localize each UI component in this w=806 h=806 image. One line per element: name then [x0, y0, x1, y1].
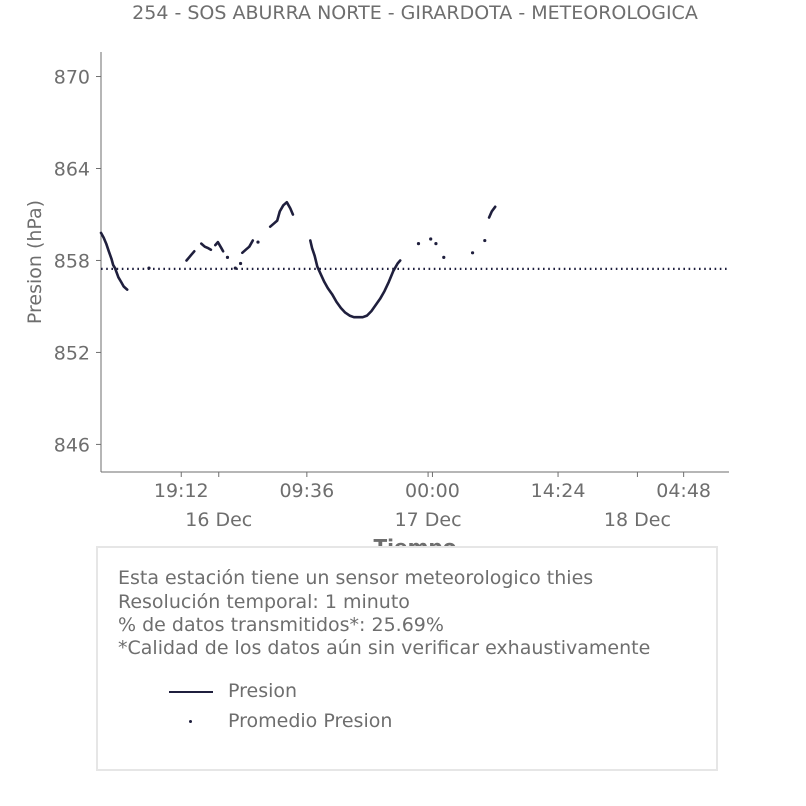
y-tick-label: 858 [54, 250, 90, 272]
legend-dot-swatch [189, 720, 192, 723]
info-box: Esta estación tiene un sensor meteorolog… [96, 546, 718, 771]
legend-series-label: Presion [228, 680, 298, 702]
y-tick-label: 846 [54, 434, 90, 456]
data-point [434, 242, 438, 246]
data-point [225, 255, 230, 260]
series-line-segment [309, 239, 402, 319]
data-point [256, 240, 260, 244]
legend-average-label: Promedio Presion [228, 710, 393, 732]
series-line-segment [200, 242, 213, 251]
x-tick-label: 04:48 [656, 480, 711, 502]
series-line-segment [487, 205, 497, 219]
data-point [483, 238, 487, 243]
x-day-label: 16 Dec [185, 509, 252, 531]
chart-title: 254 - SOS ABURRA NORTE - GIRARDOTA - MET… [132, 2, 698, 24]
x-tick-label: 09:36 [279, 480, 334, 502]
x-tick-label: 19:12 [154, 480, 209, 502]
data-point [416, 242, 421, 246]
data-point [442, 255, 446, 260]
y-tick-label: 864 [54, 158, 90, 180]
x-day-label: 17 Dec [395, 509, 462, 531]
x-day-label: 18 Dec [604, 509, 671, 531]
info-resolution-text: Resolución temporal: 1 minuto [118, 591, 410, 613]
y-axis-label: Presion (hPa) [24, 200, 46, 324]
series-line-segment [185, 250, 196, 262]
x-tick-label: 00:00 [405, 480, 460, 502]
data-point [233, 266, 237, 270]
data-point [238, 261, 243, 266]
data-point [429, 237, 433, 241]
x-tick-label: 14:24 [531, 480, 586, 502]
legend-line-swatch [169, 691, 213, 693]
series-line-segment [241, 239, 255, 255]
series-line-segment [214, 240, 225, 253]
info-transmitted-text: % de datos transmitidos*: 25.69% [118, 614, 444, 636]
info-sensor-text: Esta estación tiene un sensor meteorolog… [118, 567, 594, 589]
y-tick-label: 852 [54, 342, 90, 364]
series-line-segment [99, 231, 129, 291]
y-tick-label: 870 [54, 67, 90, 89]
data-point [147, 266, 151, 270]
data-point [470, 251, 475, 255]
series-line-segment [268, 200, 295, 228]
info-quality-text: *Calidad de los datos aún sin verificar … [118, 637, 651, 659]
